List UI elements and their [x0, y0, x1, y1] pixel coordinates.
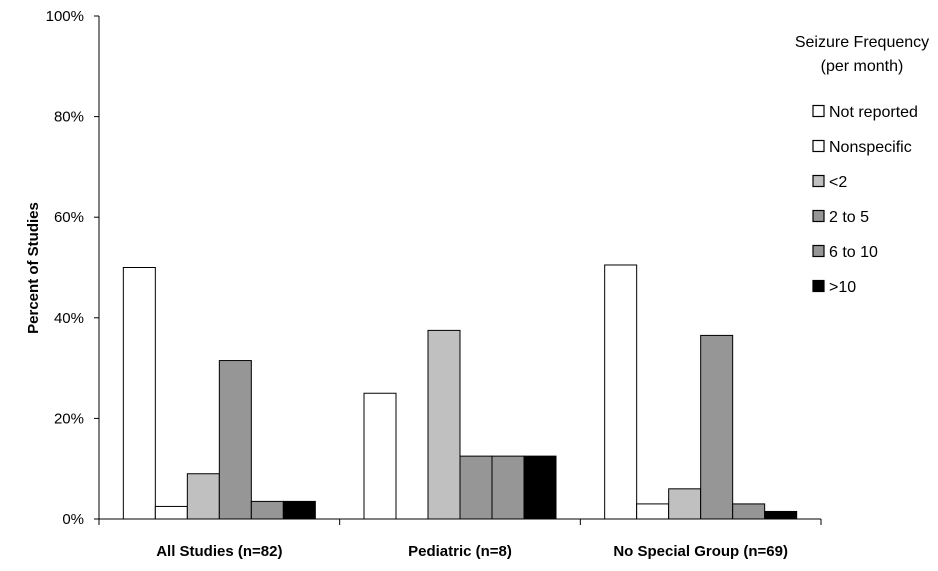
bar	[363, 392, 397, 520]
legend: Seizure Frequency (per month) Not report…	[795, 34, 929, 296]
y-tick-label: 80%	[54, 109, 84, 126]
bar	[523, 455, 557, 520]
y-axis-label: Percent of Studies	[25, 202, 42, 334]
x-axis	[98, 518, 822, 525]
legend-swatch	[812, 104, 825, 118]
legend-label: Not reported	[829, 104, 918, 121]
category-labels: All Studies (n=82) Pediatric (n=8) No Spec…	[156, 543, 788, 560]
legend-label: Nonspecific	[829, 139, 912, 156]
legend-items: Not reported Nonspecific <2 2 to 5 6 to 10 >1…	[812, 104, 918, 296]
legend-swatch	[812, 139, 825, 153]
legend-subtitle: (per month)	[821, 58, 904, 75]
y-tick-label: 100%	[46, 8, 84, 25]
bar	[250, 500, 284, 520]
bar	[427, 329, 461, 520]
bar	[732, 503, 766, 520]
bar	[186, 473, 220, 520]
bars	[122, 264, 798, 520]
y-tick-label: 60%	[54, 209, 84, 226]
legend-swatch	[812, 244, 825, 258]
x-category-label: No Special Group (n=69)	[613, 543, 788, 560]
legend-swatch	[812, 279, 825, 293]
bar	[218, 360, 252, 520]
legend-swatch	[812, 174, 825, 188]
x-category-label: Pediatric (n=8)	[408, 543, 512, 560]
bar	[122, 267, 156, 520]
bar	[282, 500, 316, 520]
legend-label: 2 to 5	[829, 209, 869, 226]
bar	[700, 334, 734, 520]
bar	[764, 510, 798, 520]
legend-label: 6 to 10	[829, 244, 878, 261]
x-category-label: All Studies (n=82)	[156, 543, 282, 560]
legend-title: Seizure Frequency	[795, 34, 929, 51]
y-tick-label: 0%	[62, 511, 84, 528]
bar	[604, 264, 638, 520]
bar	[491, 455, 525, 520]
legend-label: <2	[829, 174, 847, 191]
bar	[636, 503, 670, 520]
y-tick-label: 20%	[54, 410, 84, 427]
bar	[668, 488, 702, 520]
bar	[459, 455, 493, 520]
bar	[154, 505, 188, 520]
legend-label: >10	[829, 279, 856, 296]
legend-swatch	[812, 209, 825, 223]
y-axis: 0% 20% 40% 60% 80% 100%	[46, 8, 100, 528]
y-tick-label: 40%	[54, 310, 84, 327]
